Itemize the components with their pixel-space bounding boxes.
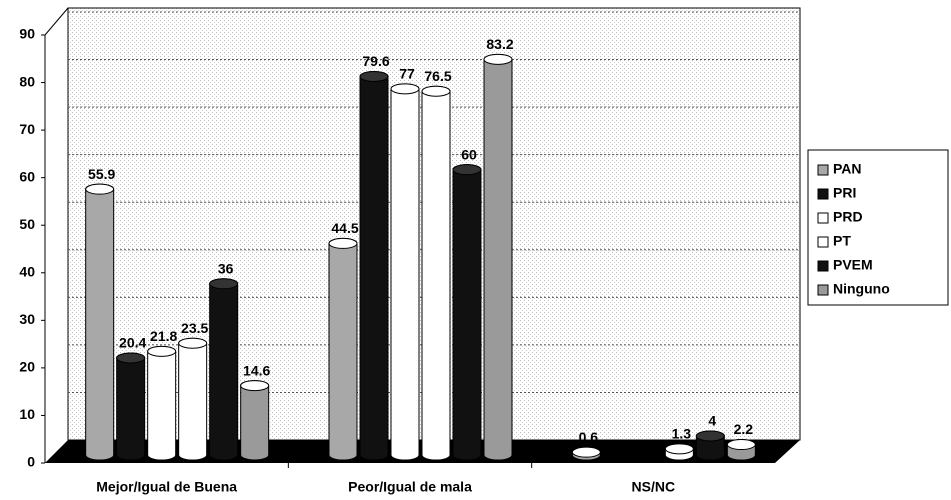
bar [359, 70, 389, 461]
legend-label: PRI [833, 185, 856, 201]
x-tick-label: Peor/Igual de mala [348, 479, 472, 495]
bar-top [664, 443, 694, 455]
bar [421, 85, 451, 461]
value-label: 44.5 [331, 220, 358, 236]
legend-label: PT [833, 233, 851, 249]
legend-swatch [817, 236, 829, 248]
bar-top [178, 337, 208, 349]
bar-top [390, 83, 420, 95]
y-tick-label: 30 [19, 311, 35, 327]
value-label: 83.2 [486, 36, 513, 52]
value-label: 21.8 [150, 328, 177, 344]
value-label: 0.6 [579, 429, 599, 445]
legend-label: PVEM [833, 257, 873, 273]
bar [209, 278, 239, 461]
bar [178, 337, 208, 461]
legend-label: PAN [833, 161, 862, 177]
bar-top [147, 345, 177, 357]
value-label: 60 [461, 146, 477, 162]
legend-swatch [817, 260, 829, 272]
bar [116, 352, 146, 461]
y-tick-label: 60 [19, 168, 35, 184]
y-tick-label: 80 [19, 73, 35, 89]
bar [452, 164, 482, 461]
x-tick-label: Mejor/Igual de Buena [96, 479, 237, 495]
bar-top [726, 439, 756, 451]
bar-top [328, 237, 358, 249]
bar-top [483, 53, 513, 65]
legend-label: PRD [833, 209, 863, 225]
bar [390, 83, 420, 461]
value-label: 55.9 [88, 166, 115, 182]
value-label: 1.3 [672, 426, 692, 442]
bar-top [695, 430, 725, 442]
bar [328, 237, 358, 461]
value-label: 76.5 [424, 68, 451, 84]
bar [483, 53, 513, 461]
bar-top [421, 85, 451, 97]
bar [240, 380, 270, 461]
bar-top [359, 70, 389, 82]
legend-label: Ninguno [833, 281, 890, 297]
value-label: 4 [708, 413, 716, 429]
legend-swatch [817, 188, 829, 200]
bar-top [452, 164, 482, 176]
y-tick-label: 40 [19, 263, 35, 279]
y-tick-label: 0 [27, 454, 35, 470]
y-tick-label: 70 [19, 121, 35, 137]
y-tick-label: 20 [19, 359, 35, 375]
y-tick-label: 90 [19, 26, 35, 42]
y-tick-label: 10 [19, 406, 35, 422]
legend [807, 149, 949, 306]
bar-top [209, 278, 239, 290]
legend-swatch [817, 284, 829, 296]
bar-top [116, 352, 146, 364]
value-label: 20.4 [119, 335, 146, 351]
y-tick-label: 50 [19, 216, 35, 232]
legend-swatch [817, 164, 829, 176]
legend-swatch [817, 212, 829, 224]
value-label: 2.2 [734, 421, 754, 437]
axis-edge [44, 7, 69, 36]
value-label: 77 [399, 66, 415, 82]
bar-top [240, 380, 270, 392]
bar [147, 345, 177, 461]
bar-top [85, 183, 115, 195]
value-label: 36 [218, 261, 234, 277]
value-label: 14.6 [243, 362, 270, 378]
bar-top [571, 446, 601, 458]
x-tick-label: NS/NC [632, 479, 676, 495]
value-label: 23.5 [181, 320, 208, 336]
value-label: 79.6 [362, 53, 389, 69]
bar [85, 183, 115, 461]
